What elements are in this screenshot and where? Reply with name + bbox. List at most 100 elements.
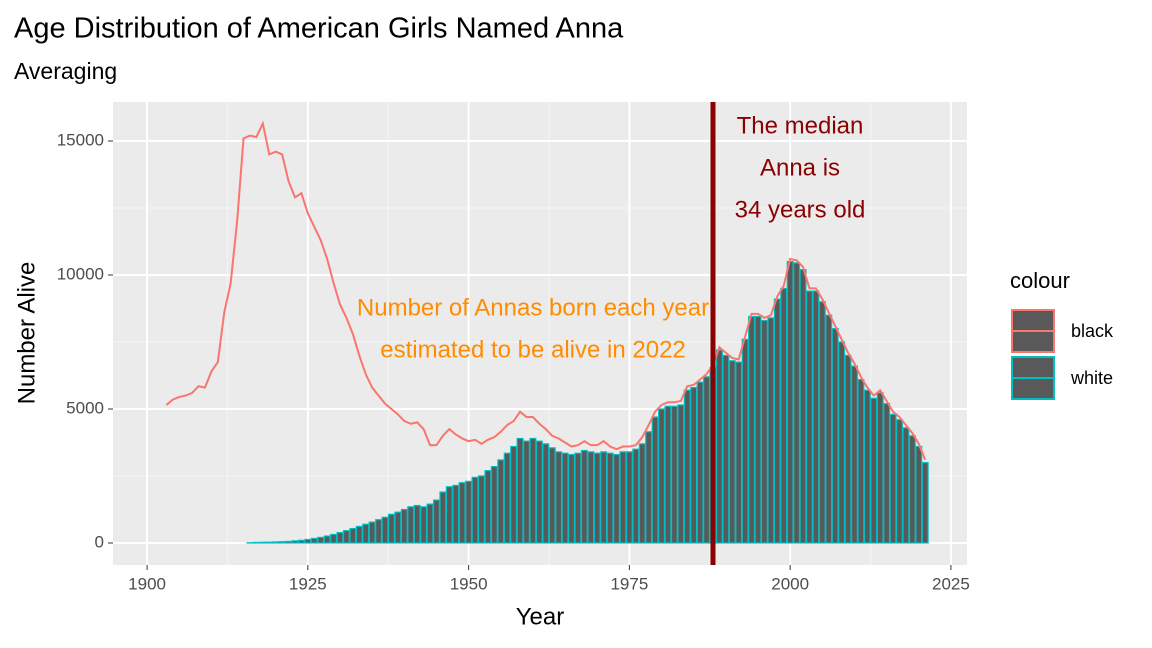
annotation: 34 years old xyxy=(735,196,866,223)
bar xyxy=(317,536,325,544)
bar xyxy=(535,440,543,544)
bar xyxy=(793,262,801,544)
bar xyxy=(677,404,685,544)
bar xyxy=(902,427,910,544)
bar xyxy=(600,451,608,544)
x-tick-label: 2000 xyxy=(771,574,809,593)
legend-label: white xyxy=(1070,368,1113,388)
bar xyxy=(780,287,788,544)
bar xyxy=(368,521,376,544)
bar xyxy=(748,315,756,544)
bar xyxy=(767,317,775,544)
bar xyxy=(471,476,479,544)
bar xyxy=(857,378,865,544)
bar xyxy=(850,365,858,544)
bar xyxy=(555,451,563,544)
bar xyxy=(323,535,331,544)
y-axis-label: Number Alive xyxy=(13,262,40,405)
bar xyxy=(259,541,267,544)
bar xyxy=(336,531,344,544)
bar xyxy=(407,506,415,544)
x-tick-label: 1900 xyxy=(128,574,166,593)
bar xyxy=(638,443,646,544)
bar xyxy=(349,527,357,544)
bar xyxy=(477,475,485,544)
bar xyxy=(529,437,537,544)
bar xyxy=(805,290,813,544)
bar xyxy=(342,530,350,544)
bar xyxy=(625,451,633,544)
bar xyxy=(690,386,698,544)
bar xyxy=(651,416,659,544)
bar xyxy=(413,504,421,544)
bar xyxy=(452,484,460,544)
x-tick-label: 2025 xyxy=(932,574,970,593)
bar xyxy=(741,338,749,544)
bar xyxy=(876,392,884,544)
bar xyxy=(831,327,839,544)
bar xyxy=(568,453,576,544)
bar xyxy=(394,511,402,544)
bar xyxy=(503,452,511,544)
annotation: The median xyxy=(737,112,864,139)
bar xyxy=(728,360,736,544)
bar xyxy=(355,525,363,544)
chart-subtitle: Averaging xyxy=(14,58,117,84)
bar xyxy=(889,413,897,544)
bar xyxy=(760,319,768,544)
bar xyxy=(844,354,852,544)
bar xyxy=(863,389,871,544)
bar xyxy=(574,452,582,544)
bar xyxy=(400,508,408,544)
bar xyxy=(381,516,389,544)
annotation: Anna is xyxy=(760,154,840,181)
bar xyxy=(420,506,428,544)
y-tick-label: 10000 xyxy=(57,264,104,283)
bar xyxy=(818,301,826,544)
bar xyxy=(542,443,550,544)
bar xyxy=(304,538,312,544)
bar xyxy=(265,541,273,544)
bar xyxy=(548,447,556,544)
bar xyxy=(670,405,678,544)
bar xyxy=(523,440,530,544)
bar xyxy=(252,541,260,544)
bar xyxy=(278,541,286,544)
bar xyxy=(458,482,466,544)
bar xyxy=(683,389,691,544)
bar xyxy=(915,445,923,544)
bar xyxy=(593,452,601,544)
bar xyxy=(658,408,666,544)
bar xyxy=(799,269,807,544)
bar xyxy=(272,541,280,544)
bar xyxy=(895,419,903,544)
bar xyxy=(285,540,293,544)
bar xyxy=(561,452,569,544)
annotation: Number of Annas born each year xyxy=(357,294,709,321)
bar xyxy=(773,298,781,544)
bar xyxy=(387,513,395,544)
bar xyxy=(703,376,711,544)
bar xyxy=(465,480,473,544)
bar xyxy=(613,453,621,544)
x-axis-label: Year xyxy=(516,603,565,630)
bar xyxy=(619,451,627,544)
bar xyxy=(735,361,743,544)
bar xyxy=(330,533,338,544)
bar xyxy=(297,539,305,544)
bar xyxy=(362,523,370,544)
bar xyxy=(484,470,492,544)
legend-title: colour xyxy=(1010,268,1070,293)
bar xyxy=(870,397,878,544)
bar xyxy=(754,315,762,544)
bar xyxy=(310,537,318,544)
bar xyxy=(838,341,846,544)
bar xyxy=(715,349,723,544)
y-tick-label: 5000 xyxy=(66,398,104,417)
x-tick-label: 1975 xyxy=(610,574,648,593)
x-tick-label: 1925 xyxy=(289,574,327,593)
bar xyxy=(696,381,704,544)
bar xyxy=(812,290,820,544)
bar xyxy=(375,519,383,544)
